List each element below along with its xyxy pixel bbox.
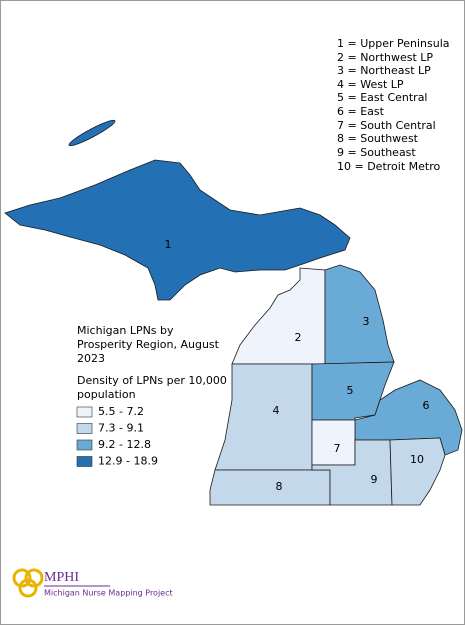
- key-entry: 6 = East: [337, 105, 385, 118]
- legend-title-line: 2023: [77, 352, 105, 365]
- region-shape: [209, 469, 331, 506]
- region-label: 6: [423, 399, 430, 412]
- region-shape: [389, 437, 446, 506]
- logo: MPHI Michigan Nurse Mapping Project: [12, 568, 173, 598]
- region-label: 8: [276, 480, 283, 493]
- legend-title: Michigan LPNs by Prosperity Region, Augus…: [77, 324, 220, 365]
- region-labels: 1 2 3 4 5 6 7 8 9 10: [165, 238, 430, 493]
- legend-swatch: [76, 406, 93, 418]
- key-entry: 5 = East Central: [337, 91, 428, 104]
- legend-label: 5.5 - 7.2: [98, 405, 144, 418]
- legend-subtitle: Density of LPNs per 10,000 population: [77, 374, 227, 401]
- logo-name: MPHI: [44, 570, 79, 585]
- legend-title-line: Michigan LPNs by: [77, 324, 174, 337]
- isle-royale: [68, 119, 116, 147]
- legend-label: 12.9 - 18.9: [98, 455, 158, 468]
- key-entry: 3 = Northeast LP: [337, 64, 431, 77]
- key-entry: 1 = Upper Peninsula: [337, 37, 450, 50]
- legend-swatch: [76, 456, 93, 467]
- key-entry: 4 = West LP: [337, 78, 404, 91]
- key-entry: 8 = Southwest: [337, 132, 419, 145]
- key-entry: 9 = Southeast: [337, 146, 416, 159]
- region-label: 4: [273, 404, 280, 417]
- region-label: 2: [295, 331, 302, 344]
- region-label: 7: [334, 442, 341, 455]
- legend-label: 7.3 - 9.1: [98, 422, 144, 435]
- key-entry: 7 = South Central: [337, 119, 436, 132]
- legend-subtitle-line: Density of LPNs per 10,000: [77, 374, 227, 387]
- logo-ring: [18, 578, 38, 598]
- legend-swatch: [76, 439, 93, 451]
- legend: Michigan LPNs by Prosperity Region, Augus…: [76, 324, 227, 468]
- region-shape: [4, 159, 351, 301]
- legend-title-line: Prosperity Region, August: [77, 338, 220, 351]
- legend-subtitle-line: population: [77, 388, 136, 401]
- region-label: 10: [410, 453, 424, 466]
- regions: [4, 119, 463, 506]
- legend-swatch: [76, 423, 93, 434]
- region-label: 3: [363, 315, 370, 328]
- region-label: 5: [347, 384, 354, 397]
- key-entry: 2 = Northwest LP: [337, 51, 433, 64]
- region-label: 1: [165, 238, 172, 251]
- logo-ring: [24, 568, 44, 588]
- legend-label: 9.2 - 12.8: [98, 438, 151, 451]
- logo-project: Michigan Nurse Mapping Project: [44, 589, 173, 598]
- key-entry: 10 = Detroit Metro: [337, 160, 440, 173]
- logo-ring: [12, 568, 32, 588]
- region-label: 9: [371, 473, 378, 486]
